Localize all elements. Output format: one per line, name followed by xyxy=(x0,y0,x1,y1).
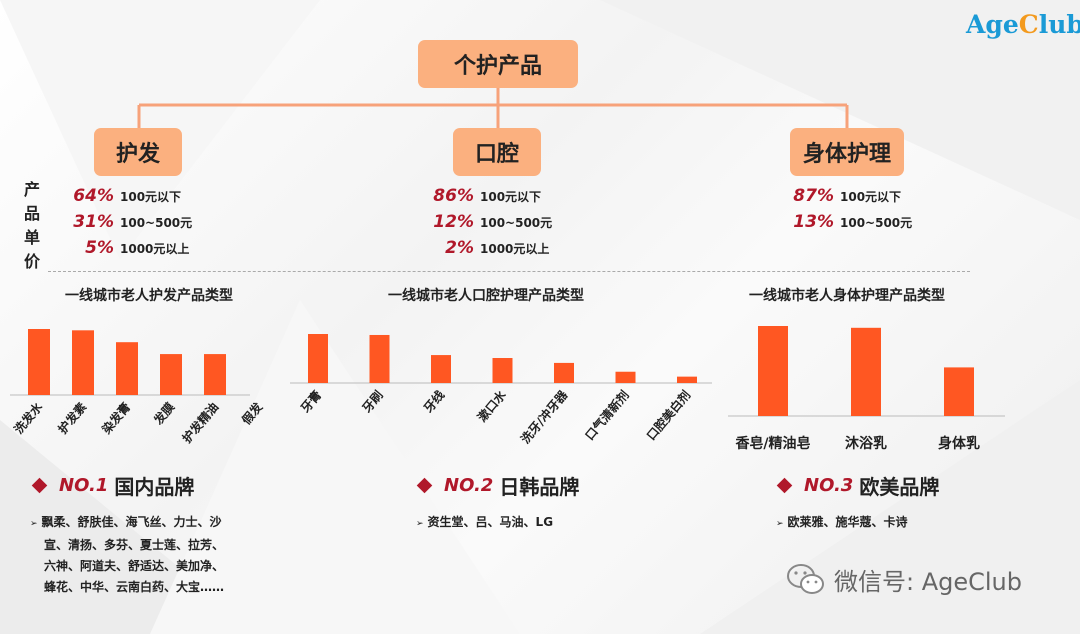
bar xyxy=(308,334,328,383)
price-percent: 5% xyxy=(85,238,114,258)
category-label: 牙线 xyxy=(420,387,447,415)
category-label: 假发 xyxy=(238,399,266,428)
price-range: 1000元以上 xyxy=(120,242,190,256)
price-percent: 2% xyxy=(445,238,474,258)
price-range: 100元以下 xyxy=(120,190,182,204)
brand-heading-domestic: NO.1 国内品牌 xyxy=(31,471,195,500)
price-row: 13% 100~500元 xyxy=(788,212,912,232)
brand-title: 欧美品牌 xyxy=(859,475,940,499)
diamond-bullet-icon xyxy=(776,477,793,494)
bar xyxy=(615,371,636,383)
category-label: 洗发水 xyxy=(11,399,46,437)
category-label: 牙刷 xyxy=(360,388,386,415)
ageclub-logo: AgeClub xyxy=(966,10,1080,39)
section-divider xyxy=(48,271,970,272)
bar xyxy=(204,354,226,395)
brand-list-west: ➢ 欧莱雅、施华蔻、卡诗 xyxy=(776,512,908,535)
price-row: 31% 100~500元 xyxy=(68,212,192,232)
category-label: 护发精油 xyxy=(179,399,221,445)
tree-connector xyxy=(137,88,849,128)
price-range: 1000元以上 xyxy=(480,242,550,256)
category-label: 发膜 xyxy=(150,399,178,428)
price-row: 5% 1000元以上 xyxy=(68,238,189,258)
brand-rank: NO.3 xyxy=(804,475,854,496)
bar xyxy=(28,329,50,395)
bar xyxy=(677,376,697,383)
bar xyxy=(492,358,513,383)
arrow-icon: ➢ xyxy=(30,519,38,529)
bar xyxy=(431,355,451,383)
price-percent: 87% xyxy=(793,186,834,206)
price-row: 2% 1000元以上 xyxy=(428,238,549,258)
price-percent: 12% xyxy=(433,212,474,232)
arrow-icon: ➢ xyxy=(776,519,784,529)
price-row: 64% 100元以下 xyxy=(68,186,181,206)
category-label: 口气清新剂 xyxy=(582,387,632,443)
price-row: 12% 100~500元 xyxy=(428,212,552,232)
price-row: 87% 100元以下 xyxy=(788,186,901,206)
category-box-oral: 口腔 xyxy=(453,128,541,176)
category-label: 护发素 xyxy=(55,399,90,436)
category-label: 沐浴乳 xyxy=(845,435,887,452)
diamond-bullet-icon xyxy=(416,477,433,494)
brand-heading-west: NO.3 欧美品牌 xyxy=(776,471,940,500)
bar xyxy=(851,327,881,416)
price-percent: 13% xyxy=(793,212,834,232)
brand-list-domestic: ➢ 飘柔、舒肤佳、海飞丝、力士、沙 宣、清扬、多芬、夏士莲、拉芳、 六神、阿道夫、… xyxy=(30,512,224,598)
price-percent: 86% xyxy=(433,186,474,206)
category-label: 身体乳 xyxy=(938,435,980,452)
bar xyxy=(116,342,138,395)
wechat-icon xyxy=(787,563,824,594)
arrow-icon: ➢ xyxy=(416,519,424,529)
price-range: 100~500元 xyxy=(120,216,193,230)
bar xyxy=(369,334,390,383)
price-range: 100~500元 xyxy=(480,216,553,230)
category-label: 洗牙/冲牙器 xyxy=(517,387,571,447)
brand-line: 欧莱雅、施华蔻、卡诗 xyxy=(787,515,908,529)
wechat-id: 微信号: AgeClub xyxy=(834,568,1023,596)
category-label: 漱口水 xyxy=(474,387,509,425)
chart-title-hair: 一线城市老人护发产品类型 xyxy=(65,288,233,304)
category-label: 牙膏 xyxy=(297,387,324,415)
price-range: 100~500元 xyxy=(840,216,913,230)
category-label: 口腔美白剂 xyxy=(643,387,693,443)
brand-line: 蜂花、中华、云南白药、大宝…… xyxy=(44,580,225,594)
brand-line: 六神、阿道夫、舒适达、美加净、 xyxy=(44,559,225,573)
chart-title-oral: 一线城市老人口腔护理产品类型 xyxy=(388,288,584,304)
brand-line: 资生堂、吕、马油、LG xyxy=(427,515,554,529)
chart-title-body: 一线城市老人身体护理产品类型 xyxy=(749,288,945,304)
price-percent: 31% xyxy=(73,212,114,232)
brand-line: 宣、清扬、多芬、夏士莲、拉芳、 xyxy=(44,538,225,552)
category-label: 染发膏 xyxy=(98,399,133,437)
brand-title: 国内品牌 xyxy=(114,475,195,499)
brand-line: 飘柔、舒肤佳、海飞丝、力士、沙 xyxy=(41,515,222,529)
bar xyxy=(554,362,574,383)
diamond-bullet-icon xyxy=(31,477,48,494)
price-side-label: 产品单价 xyxy=(23,180,40,271)
category-box-hair: 护发 xyxy=(94,128,182,176)
brand-heading-jpkr: NO.2 日韩品牌 xyxy=(416,471,580,500)
brand-list-jpkr: ➢ 资生堂、吕、马油、LG xyxy=(416,512,553,535)
wechat-watermark: 微信号: AgeClub xyxy=(786,562,1022,597)
bar xyxy=(944,367,974,416)
price-range: 100元以下 xyxy=(840,190,902,204)
brand-title: 日韩品牌 xyxy=(499,475,580,499)
bar xyxy=(160,354,182,395)
price-range: 100元以下 xyxy=(480,190,542,204)
price-percent: 64% xyxy=(73,186,114,206)
brand-rank: NO.2 xyxy=(444,475,494,496)
brand-rank: NO.1 xyxy=(59,475,109,496)
root-category-box: 个护产品 xyxy=(418,40,578,88)
bar xyxy=(758,326,788,416)
bar xyxy=(72,330,94,395)
category-box-body: 身体护理 xyxy=(790,128,904,176)
category-label: 香皂/精油皂 xyxy=(734,435,810,452)
price-row: 86% 100元以下 xyxy=(428,186,541,206)
